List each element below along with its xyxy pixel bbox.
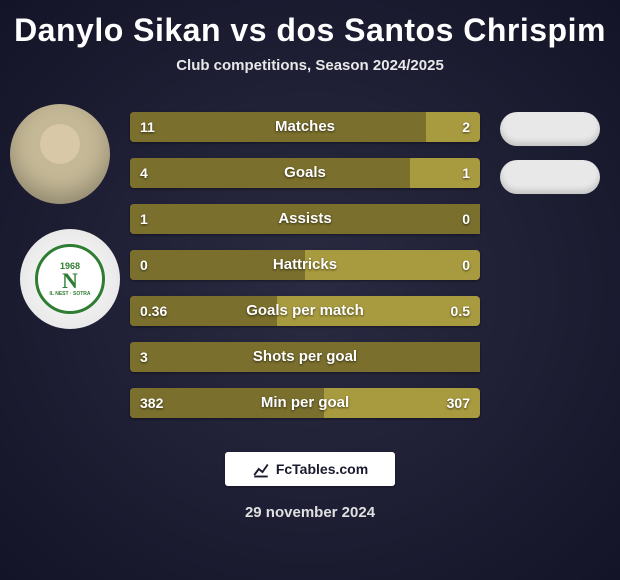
stat-label: Assists	[130, 204, 480, 234]
stat-row: 4Goals1	[130, 158, 480, 188]
stat-row: 11Matches2	[130, 112, 480, 142]
stat-value-right: 2	[462, 112, 470, 142]
stat-value-right: 0	[462, 204, 470, 234]
page-title: Danylo Sikan vs dos Santos Chrispim	[0, 0, 620, 49]
club-badge-left: 1968 N IL NEST · SOTRA	[20, 229, 120, 329]
footer-date: 29 november 2024	[0, 504, 620, 521]
player-left-avatar	[10, 104, 110, 204]
stat-value-right: 0	[462, 250, 470, 280]
badge-club-name: IL NEST · SOTRA	[49, 291, 90, 297]
club-badge-inner: 1968 N IL NEST · SOTRA	[35, 244, 105, 314]
brand-badge: FcTables.com	[225, 452, 395, 486]
stat-label: Min per goal	[130, 388, 480, 418]
stat-row: 1Assists0	[130, 204, 480, 234]
stat-value-right: 0.5	[451, 296, 470, 326]
stat-row: 3Shots per goal	[130, 342, 480, 372]
chart-icon	[252, 460, 270, 478]
stat-row: 0.36Goals per match0.5	[130, 296, 480, 326]
badge-letter: N	[62, 271, 78, 291]
club-badge-right	[500, 160, 600, 194]
stat-label: Hattricks	[130, 250, 480, 280]
stat-value-right: 1	[462, 158, 470, 188]
stat-value-right: 307	[447, 388, 470, 418]
player-right-avatar	[500, 112, 600, 146]
stat-label: Goals per match	[130, 296, 480, 326]
stat-rows: 11Matches24Goals11Assists00Hattricks00.3…	[130, 112, 480, 434]
comparison-panel: 1968 N IL NEST · SOTRA 11Matches2 4Goals1…	[0, 104, 620, 424]
stat-label: Matches	[130, 112, 480, 142]
page-subtitle: Club competitions, Season 2024/2025	[0, 57, 620, 74]
brand-text: FcTables.com	[276, 461, 368, 477]
stat-label: Shots per goal	[130, 342, 480, 372]
stat-label: Goals	[130, 158, 480, 188]
stat-row: 382Min per goal307	[130, 388, 480, 418]
stat-row: 0Hattricks0	[130, 250, 480, 280]
